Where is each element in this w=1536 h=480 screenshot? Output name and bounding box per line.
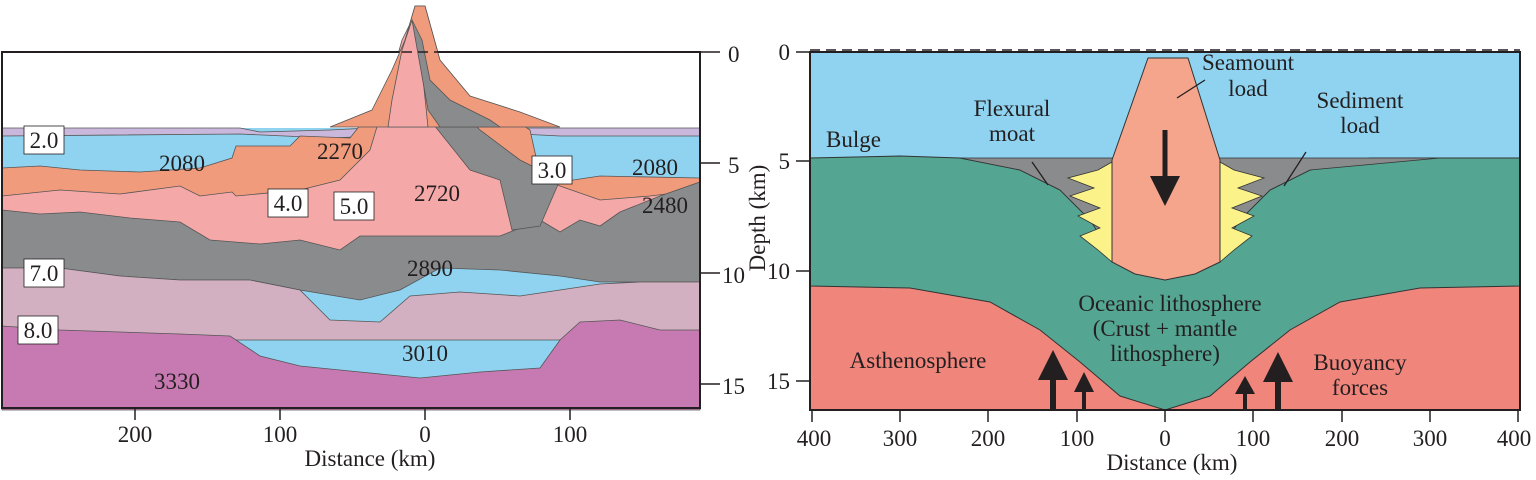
velocity-7-0: 7.0 xyxy=(30,261,59,286)
left-x-tick-100: 100 xyxy=(263,422,298,447)
label-bulge: Bulge xyxy=(826,127,881,152)
label-crust-mantle: (Crust + mantle xyxy=(1093,316,1238,341)
density-2080-left: 2080 xyxy=(159,151,205,176)
right-depth-axis: 0 5 10 15 xyxy=(767,40,810,394)
right-x-tick-200-right: 200 xyxy=(1325,426,1360,451)
right-x-tick-0: 0 xyxy=(1159,426,1171,451)
left-y-tick-0: 0 xyxy=(728,42,740,67)
velocity-2-0: 2.0 xyxy=(30,128,59,153)
label-buoyancy: Buoyancy xyxy=(1313,350,1407,375)
right-panel-flexure-model: Seamount load Flexural moat Sediment loa… xyxy=(767,40,1531,475)
right-x-tick-400-right: 400 xyxy=(1497,426,1532,451)
label-sediment-load: load xyxy=(1340,113,1380,138)
right-x-tick-100-left: 100 xyxy=(1060,426,1095,451)
left-y-tick-5: 5 xyxy=(728,153,740,178)
density-labels: 2080 2080 2270 2720 2480 2890 3010 3330 xyxy=(154,139,688,394)
right-x-tick-200-left: 200 xyxy=(971,426,1006,451)
density-2480: 2480 xyxy=(642,193,688,218)
buoyancy-arrow-left-large xyxy=(1038,350,1068,380)
left-y-tick-15: 15 xyxy=(722,374,745,399)
left-panel-cross-section: 0 5 10 15 Depth (km) 200 100 0 100 Dista… xyxy=(1,5,770,471)
buoyancy-arrow-left-small xyxy=(1074,372,1094,392)
right-x-tick-300-left: 300 xyxy=(883,426,918,451)
density-2270: 2270 xyxy=(317,139,363,164)
left-x-axis-label: Distance (km) xyxy=(305,446,436,471)
left-x-tick-100-right: 100 xyxy=(553,422,588,447)
right-y-tick-5: 5 xyxy=(779,149,791,174)
left-seamount-peak-gray xyxy=(411,19,502,128)
label-lithosphere: lithosphere) xyxy=(1110,341,1220,366)
left-y-tick-10: 10 xyxy=(722,263,745,288)
left-x-tick-200: 200 xyxy=(118,422,153,447)
density-2720: 2720 xyxy=(414,181,460,206)
left-distance-axis: 200 100 0 100 Distance (km) xyxy=(118,408,588,471)
right-force-arrows xyxy=(1031,79,1307,410)
load-arrow-down xyxy=(1150,176,1180,206)
right-apron-left xyxy=(1066,161,1113,263)
right-x-tick-400-left: 400 xyxy=(797,426,832,451)
right-x-tick-100-right: 100 xyxy=(1236,426,1271,451)
velocity-4-0: 4.0 xyxy=(274,191,303,216)
label-flexural: Flexural xyxy=(974,96,1051,121)
density-2080-right: 2080 xyxy=(632,155,678,180)
right-labels: Seamount load Flexural moat Sediment loa… xyxy=(826,50,1407,400)
density-3330: 3330 xyxy=(154,369,200,394)
right-distance-axis: 400 300 200 100 0 100 200 300 400 Distan… xyxy=(797,410,1532,475)
right-x-tick-300-right: 300 xyxy=(1413,426,1448,451)
label-seamount: Seamount xyxy=(1202,50,1295,75)
right-x-axis-label: Distance (km) xyxy=(1107,450,1238,475)
right-y-tick-0: 0 xyxy=(779,40,791,65)
velocity-3-0: 3.0 xyxy=(538,158,567,183)
right-apron-right xyxy=(1219,161,1266,263)
left-x-tick-0: 0 xyxy=(419,422,431,447)
buoyancy-arrow-right-small xyxy=(1235,376,1255,394)
label-seamount-load: load xyxy=(1228,76,1268,101)
left-sky xyxy=(3,6,699,127)
label-forces: forces xyxy=(1332,375,1388,400)
left-depth-axis: 0 5 10 15 Depth (km) xyxy=(700,42,770,399)
density-2890: 2890 xyxy=(407,256,453,281)
label-oceanic-lithosphere: Oceanic lithosphere xyxy=(1078,291,1261,316)
label-moat: moat xyxy=(989,121,1036,146)
velocity-5-0: 5.0 xyxy=(340,194,369,219)
density-3010: 3010 xyxy=(402,341,448,366)
right-y-tick-15: 15 xyxy=(767,369,790,394)
left-y-axis-label: Depth (km) xyxy=(745,165,770,272)
label-asthenosphere: Asthenosphere xyxy=(850,348,987,373)
label-sediment: Sediment xyxy=(1317,88,1404,113)
velocity-8-0: 8.0 xyxy=(24,318,53,343)
right-y-tick-10: 10 xyxy=(767,259,790,284)
buoyancy-arrow-right-large xyxy=(1263,352,1293,382)
velocity-labels: 2.0 3.0 4.0 5.0 7.0 8.0 xyxy=(17,125,573,345)
left-frame xyxy=(1,51,701,409)
